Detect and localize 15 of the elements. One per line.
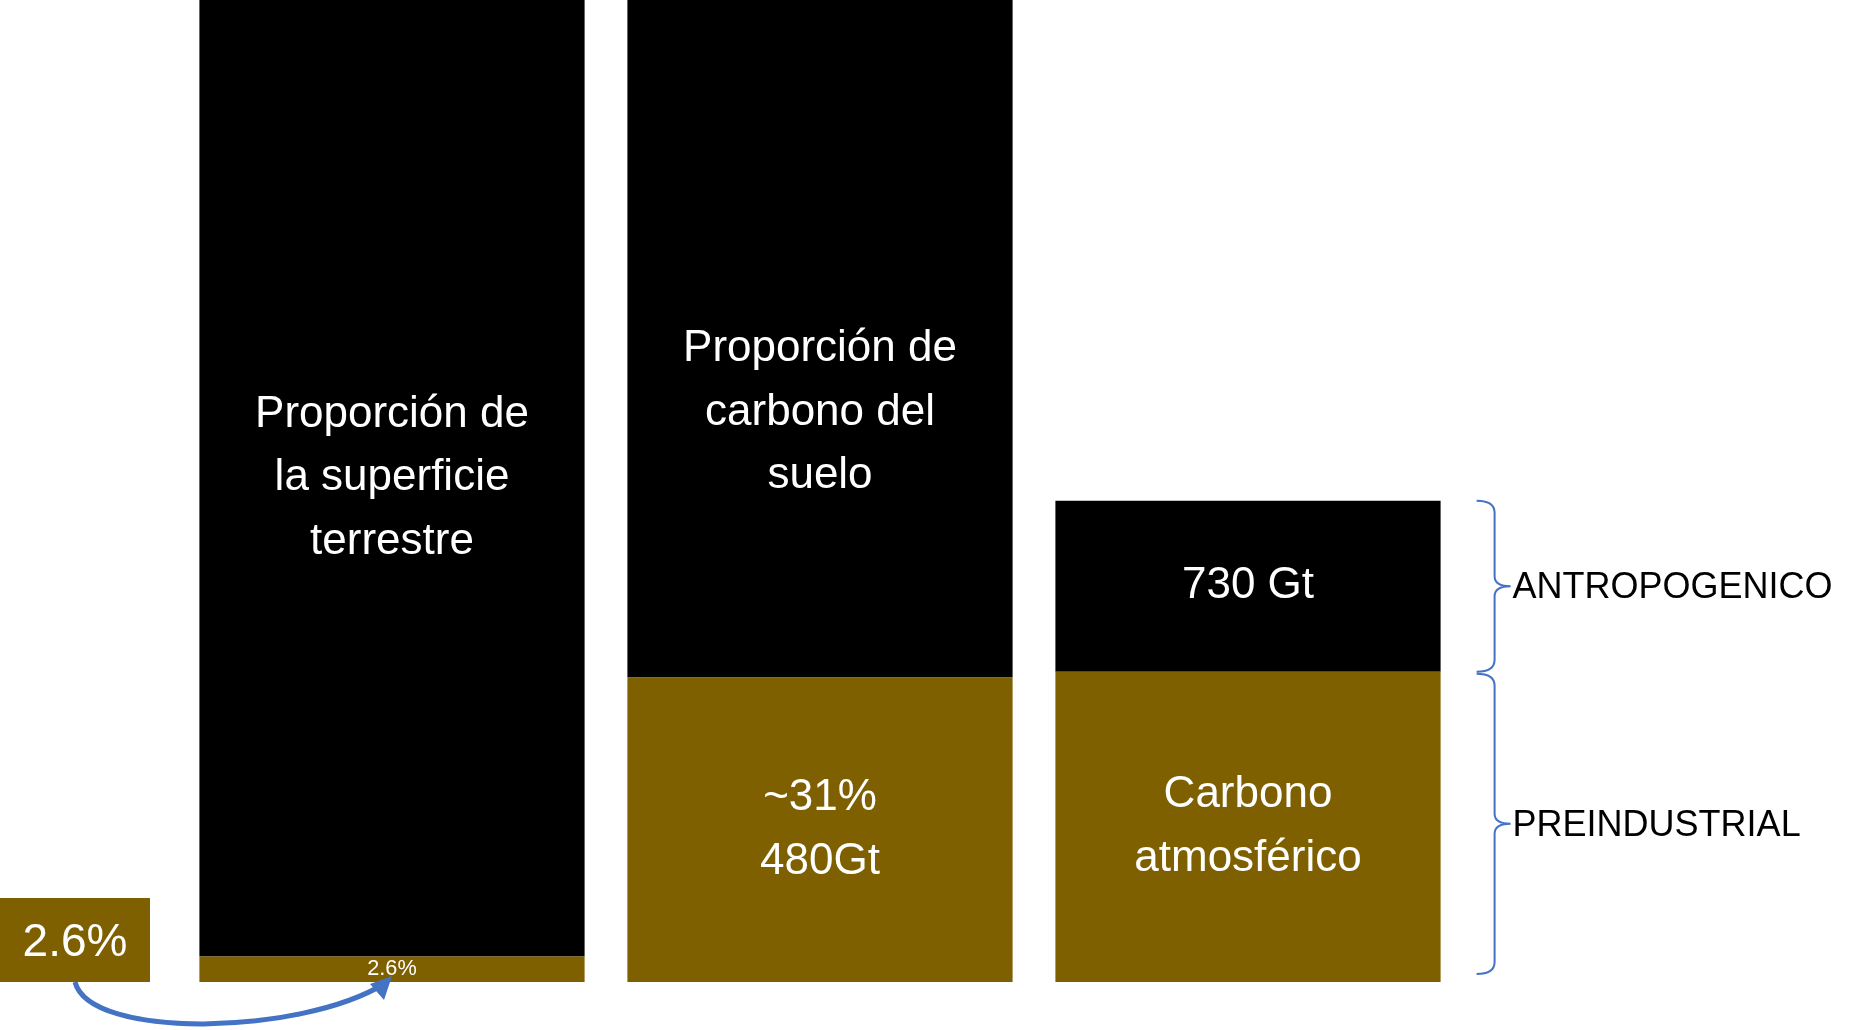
annotation: Carbono atmosférico — [1134, 767, 1362, 880]
annotation: 2.6% — [367, 955, 417, 981]
bar — [1055, 671, 1441, 982]
text: PREINDUSTRIAL — [1512, 802, 1801, 845]
bar — [199, 956, 585, 982]
bar — [627, 0, 1013, 678]
annotation: ~31% 480Gt — [760, 770, 880, 883]
text: 2.6% — [0, 898, 150, 982]
annotation: 730 Gt — [1181, 558, 1315, 608]
annotation: Proporción de la superficie terrestre — [255, 386, 529, 564]
bar — [627, 677, 1013, 982]
bar — [199, 0, 585, 957]
text: ANTROPOGENICO — [1512, 565, 1833, 608]
annotation: Proporción de carbono del suelo — [683, 320, 957, 498]
bar — [1055, 500, 1441, 672]
